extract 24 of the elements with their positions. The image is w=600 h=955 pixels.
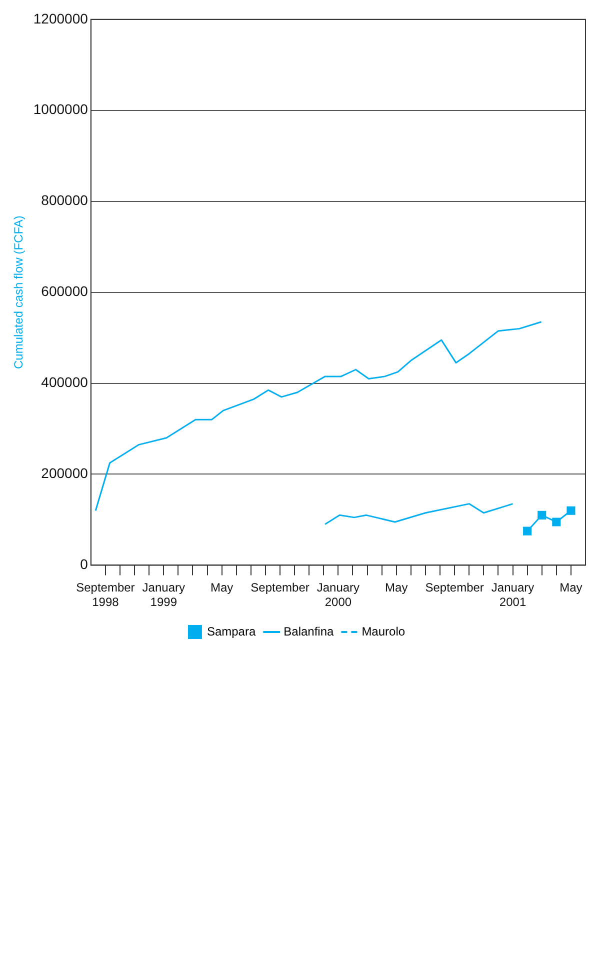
x-tick-label: January 2001 [491, 580, 534, 610]
y-tick-label: 600000 [41, 283, 88, 300]
x-tick-label: May [560, 580, 582, 595]
x-tick-label: May [385, 580, 408, 595]
y-axis-title: Cumulated cash flow (FCFA) [12, 216, 26, 369]
legend-label: Sampara [206, 624, 256, 638]
x-tick-label: September 1998 [76, 580, 135, 610]
x-tick-label: September [425, 580, 484, 595]
y-tick-label: 200000 [41, 465, 88, 482]
legend-label: Balanfina [284, 624, 334, 638]
y-tick-label: 0 [80, 556, 88, 572]
y-tick-label: 800000 [41, 192, 88, 208]
x-tick-label: January 1999 [142, 580, 185, 610]
y-tick-label: 1000000 [33, 101, 88, 118]
point [523, 526, 532, 536]
point [552, 518, 561, 526]
x-tick-label: May [210, 580, 234, 595]
y-tick-label: 1200000 [33, 10, 88, 26]
point [566, 506, 576, 515]
x-tick-label: January 2000 [316, 580, 360, 610]
legend-label: Maurolo [362, 624, 406, 638]
y-tick-label: 400000 [41, 374, 88, 390]
point [538, 510, 546, 520]
x-tick-label: September [250, 580, 310, 595]
